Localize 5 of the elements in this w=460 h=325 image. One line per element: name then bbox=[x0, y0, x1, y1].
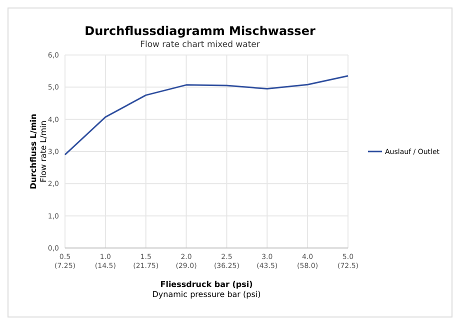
y-axis-title: Durchfluss L/min Flow rate L/min bbox=[29, 113, 48, 190]
chart-subtitle: Flow rate chart mixed water bbox=[140, 40, 260, 50]
line-series bbox=[64, 75, 349, 156]
x-axis-title: Fliessdruck bar (psi) Dynamic pressure bar (psi) bbox=[152, 280, 261, 299]
chart-title: Durchflussdiagramm Mischwasser bbox=[84, 24, 316, 38]
